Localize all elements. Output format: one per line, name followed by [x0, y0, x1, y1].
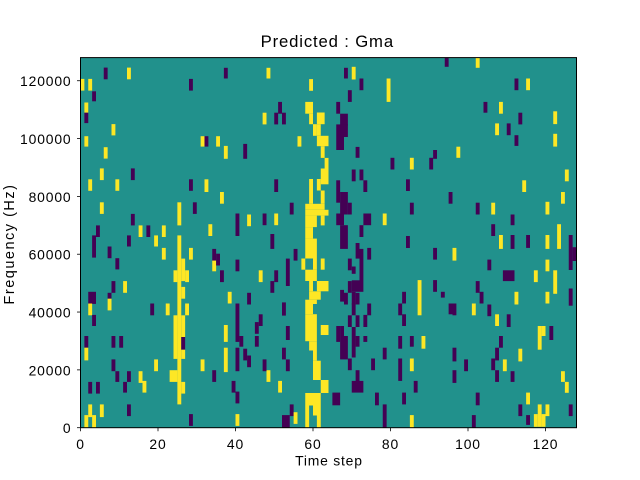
svg-text:20000: 20000	[29, 362, 72, 378]
svg-text:120: 120	[533, 436, 559, 452]
svg-text:0: 0	[63, 420, 72, 436]
svg-text:80: 80	[382, 436, 399, 452]
svg-text:80000: 80000	[29, 189, 72, 205]
svg-text:Predicted : Gma: Predicted : Gma	[261, 32, 394, 51]
svg-text:100: 100	[455, 436, 481, 452]
svg-text:40: 40	[227, 436, 244, 452]
svg-text:60: 60	[304, 436, 321, 452]
svg-text:0: 0	[76, 436, 85, 452]
svg-text:20: 20	[149, 436, 166, 452]
svg-text:Time step: Time step	[295, 453, 363, 469]
svg-text:Frequency (Hz): Frequency (Hz)	[2, 184, 18, 305]
svg-text:40000: 40000	[29, 305, 72, 321]
svg-text:60000: 60000	[29, 247, 72, 263]
svg-text:120000: 120000	[20, 73, 71, 89]
svg-text:100000: 100000	[20, 131, 71, 147]
